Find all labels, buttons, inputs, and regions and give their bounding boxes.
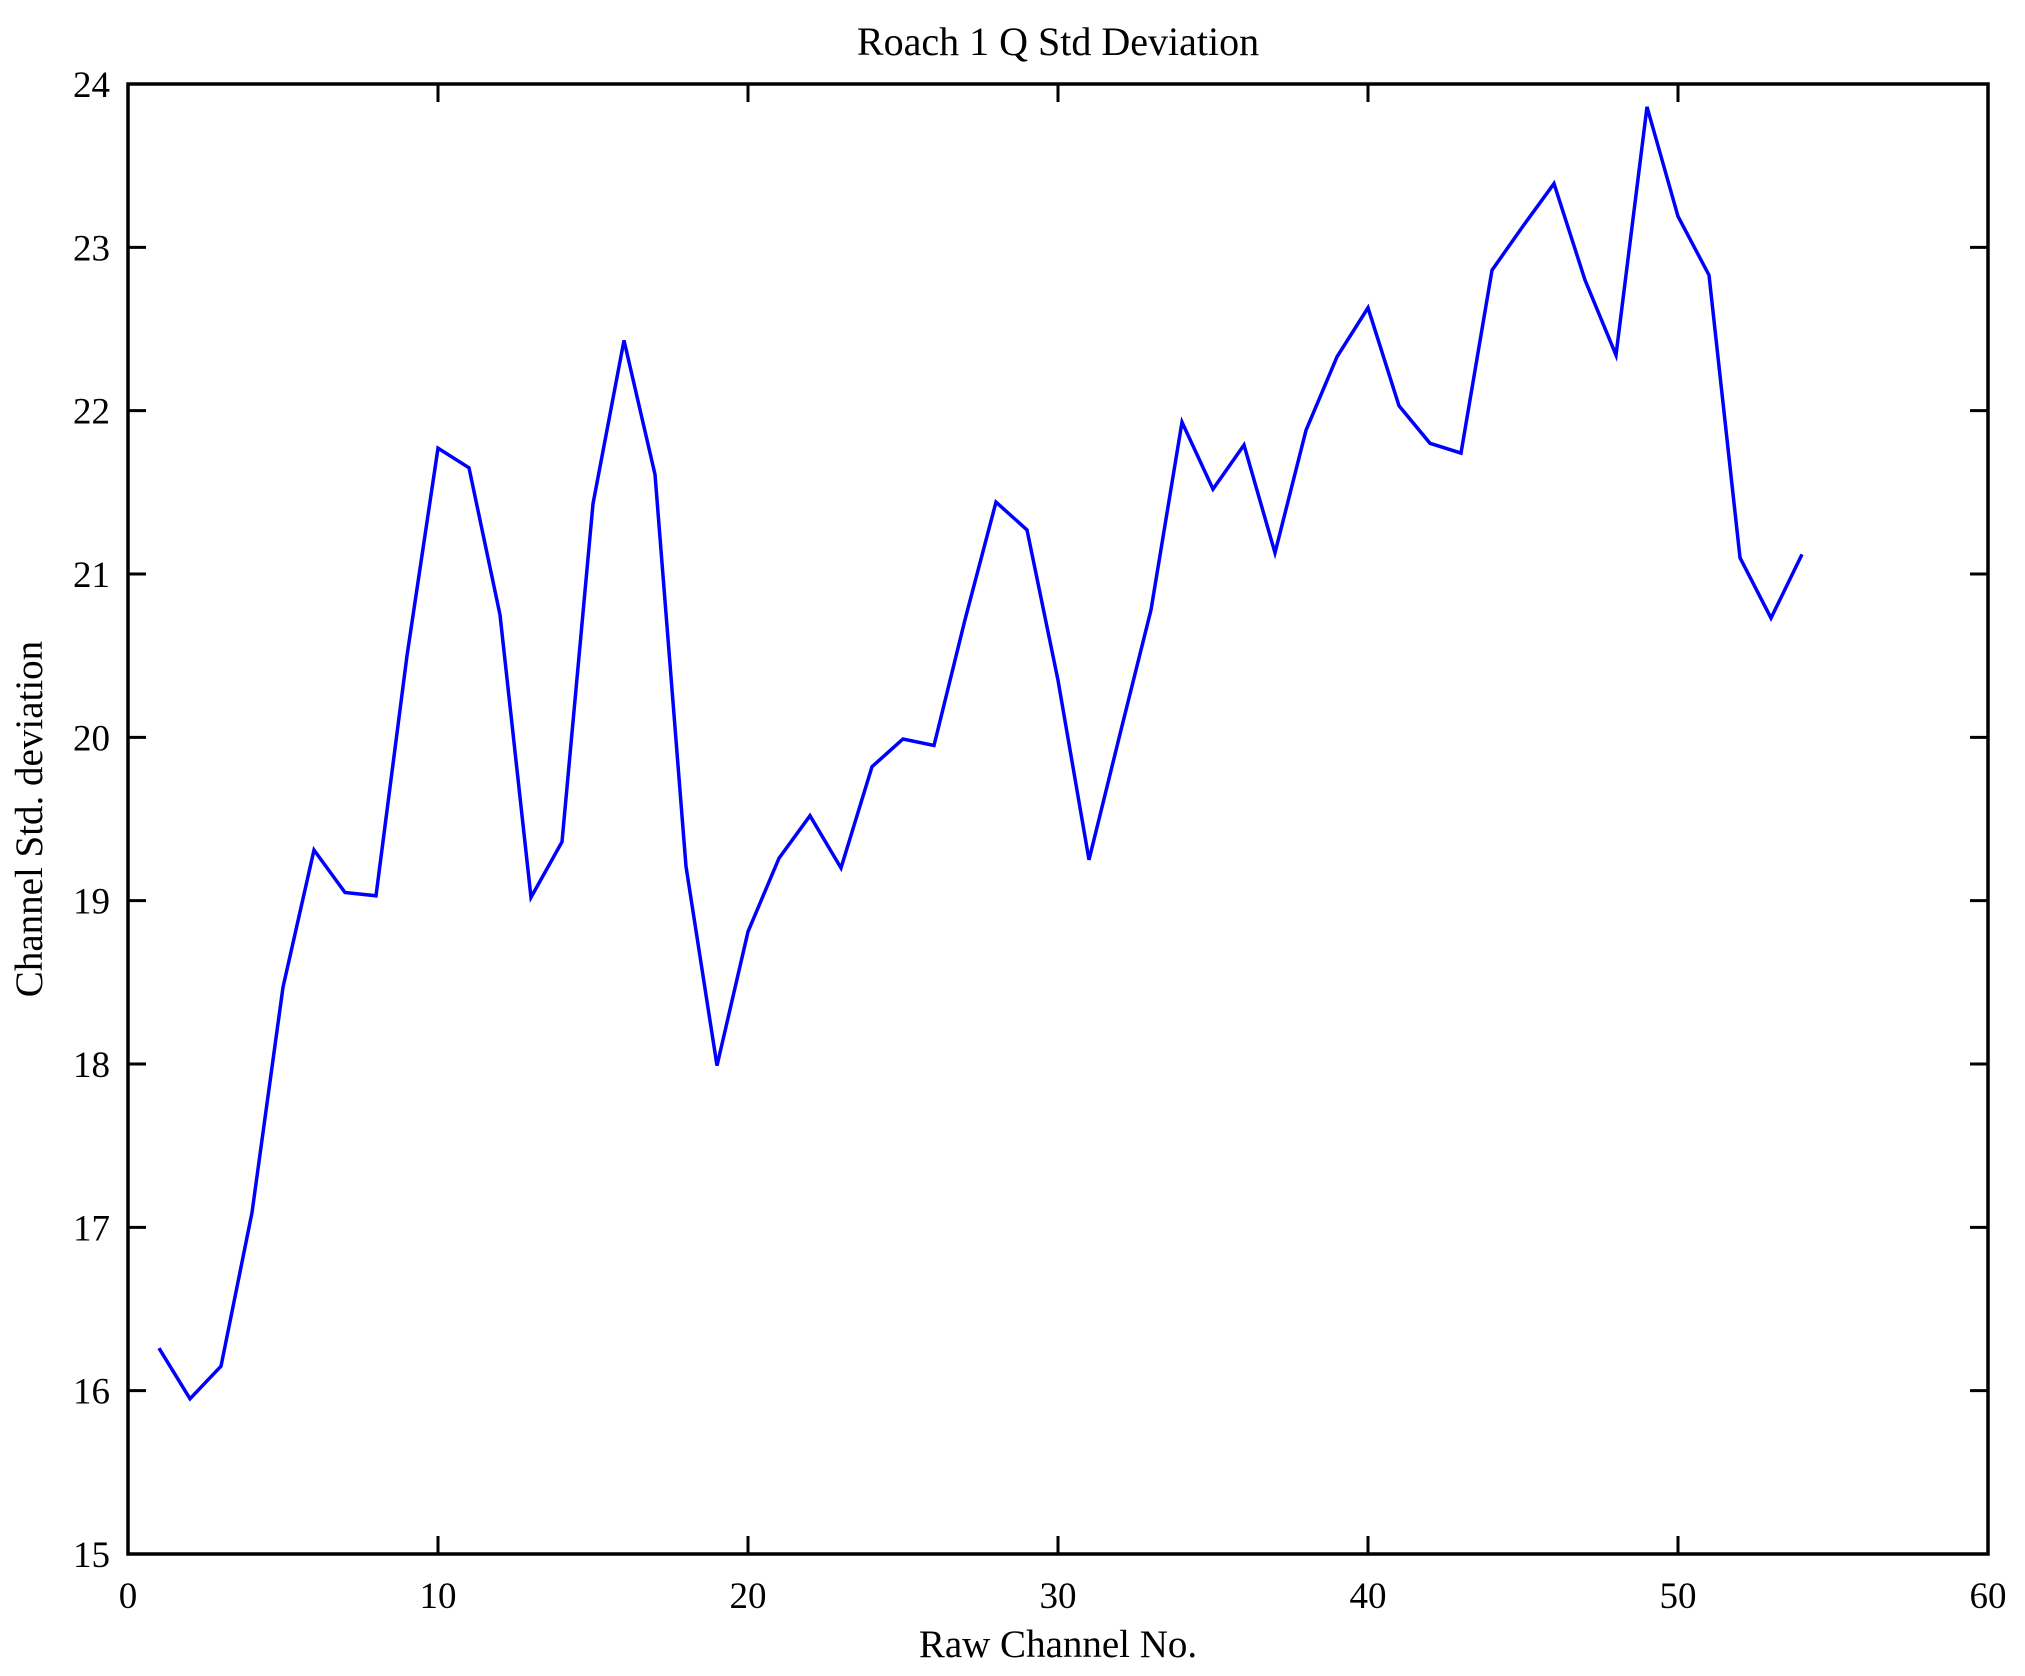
y-axis-label: Channel Std. deviation [8, 641, 51, 997]
data-line [157, 106, 1804, 1402]
x-tick-label: 20 [730, 1576, 767, 1617]
x-tick-label: 30 [1040, 1576, 1077, 1617]
y-tick-label: 19 [73, 882, 110, 923]
y-tick-label: 20 [73, 718, 110, 759]
y-tick-label: 17 [73, 1208, 110, 1249]
y-tick-label: 15 [73, 1535, 110, 1576]
y-tick-label: 18 [73, 1045, 110, 1086]
x-tick-label: 60 [1970, 1576, 2007, 1617]
y-tick-label: 23 [73, 228, 110, 269]
y-tick-label: 16 [73, 1372, 110, 1413]
y-tick-label: 24 [73, 65, 110, 106]
x-tick-label: 10 [420, 1576, 457, 1617]
x-tick-label: 0 [119, 1576, 138, 1617]
x-axis-label: Raw Channel No. [919, 1623, 1197, 1666]
plot-border [126, 82, 1990, 1556]
x-tick-label: 50 [1660, 1576, 1697, 1617]
chart-title: Roach 1 Q Std Deviation [857, 19, 1259, 64]
y-tick-label: 21 [73, 555, 110, 596]
y-tick-label: 22 [73, 392, 110, 433]
x-tick-label: 40 [1350, 1576, 1387, 1617]
plot-area: 0 10 20 30 40 50 60 15 16 17 18 19 20 21 22 23 24 [73, 65, 2007, 1617]
